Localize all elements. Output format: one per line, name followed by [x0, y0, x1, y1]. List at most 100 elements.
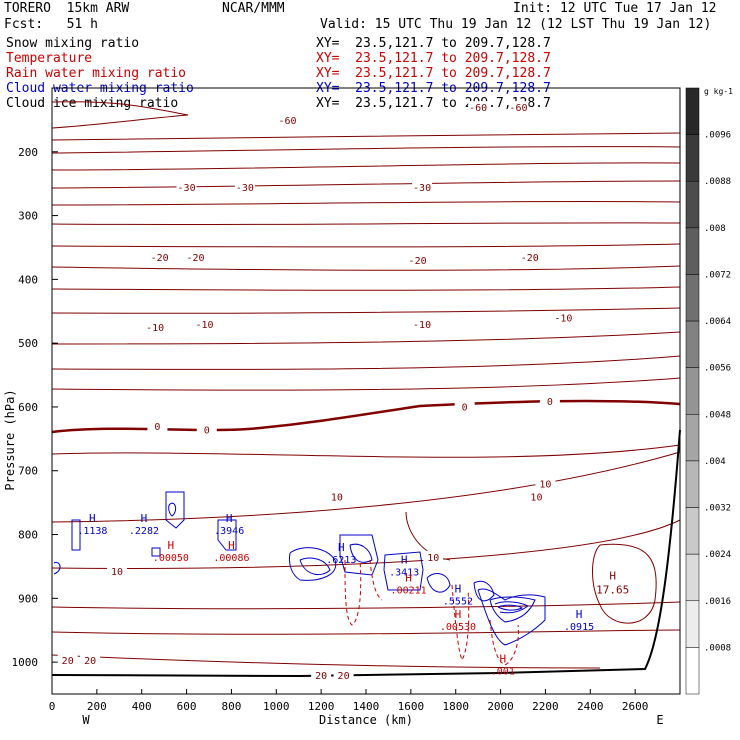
isotherm-label-bg: [535, 477, 556, 489]
isotherm-label-bg: [553, 311, 574, 323]
isotherm-label: 20: [338, 671, 350, 682]
cloud-water-max-value: .3946: [214, 526, 244, 537]
colorbar: .0096 .0088 .008 .0072 .0064 .0056 .0048 .004 .0…: [685, 87, 731, 695]
isotherm-label: -60: [469, 103, 487, 114]
x-tick-label: 2200: [532, 700, 559, 713]
isotherm-label-bg: [454, 400, 475, 412]
x-tick-label: 2000: [487, 700, 514, 713]
y-tick-label: 400: [18, 273, 38, 286]
field-xy-temperature: XY= 23.5,121.7 to 209.7,128.7: [316, 51, 551, 66]
isotherm-label: -30: [178, 183, 196, 194]
x-tick-label: 400: [132, 700, 152, 713]
colorbar-tick-label: .0032: [704, 504, 731, 514]
isotherm-label: -10: [554, 314, 572, 325]
isotherm-label: 10: [427, 553, 439, 564]
colorbar-segment: [685, 320, 700, 368]
cloud-water-max-marker: H: [338, 541, 345, 554]
isotherm-label-bg: [185, 251, 206, 263]
cloud-water-max-value: .1138: [77, 526, 107, 537]
x-tick-label: 1800: [442, 700, 469, 713]
colorbar-segment: [685, 460, 700, 508]
isotherm-label-bg: [176, 180, 197, 192]
y-tick-label: 800: [18, 529, 38, 542]
isotherm-label-bg: [333, 668, 354, 680]
isotherm-label-bg: [277, 113, 298, 125]
rain-water-max-value: .00211: [391, 585, 427, 596]
rain-water-max-marker: H: [455, 608, 462, 621]
isotherm-label-bg: [423, 550, 444, 562]
isotherm-label: 0: [154, 422, 160, 433]
plot-frame: [51, 87, 681, 695]
colorbar-segment: [685, 507, 700, 555]
isotherm-label-bg: [508, 101, 529, 113]
colorbar-segment: [685, 553, 700, 602]
isotherm-label: -20: [521, 253, 539, 264]
isotherm-label-bg: [234, 180, 255, 192]
colorbar-tick-label: .0096: [704, 131, 731, 141]
colorbar-tick-label: .0024: [704, 550, 731, 560]
x-tick-label: 200: [87, 700, 107, 713]
cloud-water-max-marker: H: [455, 582, 462, 595]
cloud-water-max-marker: H: [89, 512, 96, 525]
isotherm-label-bg: [412, 318, 433, 330]
colorbar-segment: [685, 414, 700, 462]
field-label-cloud-ice: Cloud ice mixing ratio: [6, 96, 179, 111]
y-tick-label: 1000: [12, 656, 39, 669]
x-tick-label: 1400: [353, 700, 380, 713]
isotherm-label: 0: [204, 425, 210, 436]
isotherm-label: 20: [84, 656, 96, 667]
field-label-temperature: Temperature: [6, 51, 93, 66]
isotherm-label-bg: [80, 654, 101, 666]
cloud-water-max-value: .2282: [129, 526, 159, 537]
isotherm-label: 20: [62, 656, 74, 667]
field-label-cloud-water: Cloud water mixing ratio: [6, 81, 194, 96]
x-axis-west-label: W: [82, 713, 90, 727]
isotherm-label: -20: [409, 256, 427, 267]
x-axis-east-label: E: [656, 713, 663, 727]
isotherm-label: -20: [187, 253, 205, 264]
y-tick-label: 500: [18, 337, 38, 350]
x-tick-label: 2600: [622, 700, 649, 713]
center-label: NCAR/MMM: [222, 1, 285, 16]
isotherm-label-bg: [412, 180, 433, 192]
init-time: Init: 12 UTC Tue 17 Jan 12: [513, 1, 717, 16]
isotherm-label-bg: [539, 395, 560, 407]
x-tick-label: 1000: [263, 700, 290, 713]
forecast-hour: Fcst: 51 h: [4, 17, 98, 32]
y-axis: 200 300 400 500 600 700 800 900 1000: [12, 146, 58, 669]
isotherm-label-bg: [57, 654, 78, 666]
rain-water-max-value: .00086: [213, 553, 249, 564]
colorbar-tick-label: .0056: [704, 364, 731, 374]
isotherm-label: -10: [195, 320, 213, 331]
colorbar-segment: [685, 227, 700, 275]
isotherm-label-bg: [149, 251, 170, 263]
y-tick-label: 600: [18, 401, 38, 414]
y-tick-label: 900: [18, 592, 38, 605]
cloud-water-max-value: .6213: [326, 555, 356, 566]
colorbar-tick-label: .004: [704, 457, 726, 467]
isotherm-label: 20: [315, 671, 327, 682]
temperature-max-value: 17.65: [596, 584, 629, 597]
temperature-max-marker: H: [609, 570, 616, 583]
model-title: TORERO 15km ARW: [4, 1, 130, 16]
isotherm-label: -30: [413, 183, 431, 194]
isotherm-label-bg: [526, 490, 547, 502]
cloud-water-max-marker: H: [226, 512, 233, 525]
colorbar-segment: [685, 180, 700, 229]
isotherm-label: -30: [236, 183, 254, 194]
contour-labels: -60 -60 -60 -30 -30 -30 -20 -20 -20 -20 -10 -10 -10 -…: [57, 101, 629, 682]
x-axis: 0 200 400 600 800 1000 1200 1400 1600 1800 2000 220…: [49, 689, 649, 713]
colorbar-tick-label: .0064: [704, 317, 731, 327]
isotherm-label: 10: [331, 492, 343, 503]
rain-water-contours: [344, 559, 519, 666]
terrain-line: [51, 429, 681, 678]
rain-water-max-value: .00530: [440, 622, 476, 633]
colorbar-segment: [685, 367, 700, 415]
freezing-level-line: [51, 399, 681, 434]
x-tick-label: 800: [221, 700, 241, 713]
x-tick-label: 2400: [577, 700, 604, 713]
isotherm-label: -10: [146, 323, 164, 334]
isotherm-label-bg: [326, 490, 347, 502]
cloud-water-max-marker: H: [401, 554, 408, 567]
cloud-water-max-value: .0915: [564, 622, 594, 633]
